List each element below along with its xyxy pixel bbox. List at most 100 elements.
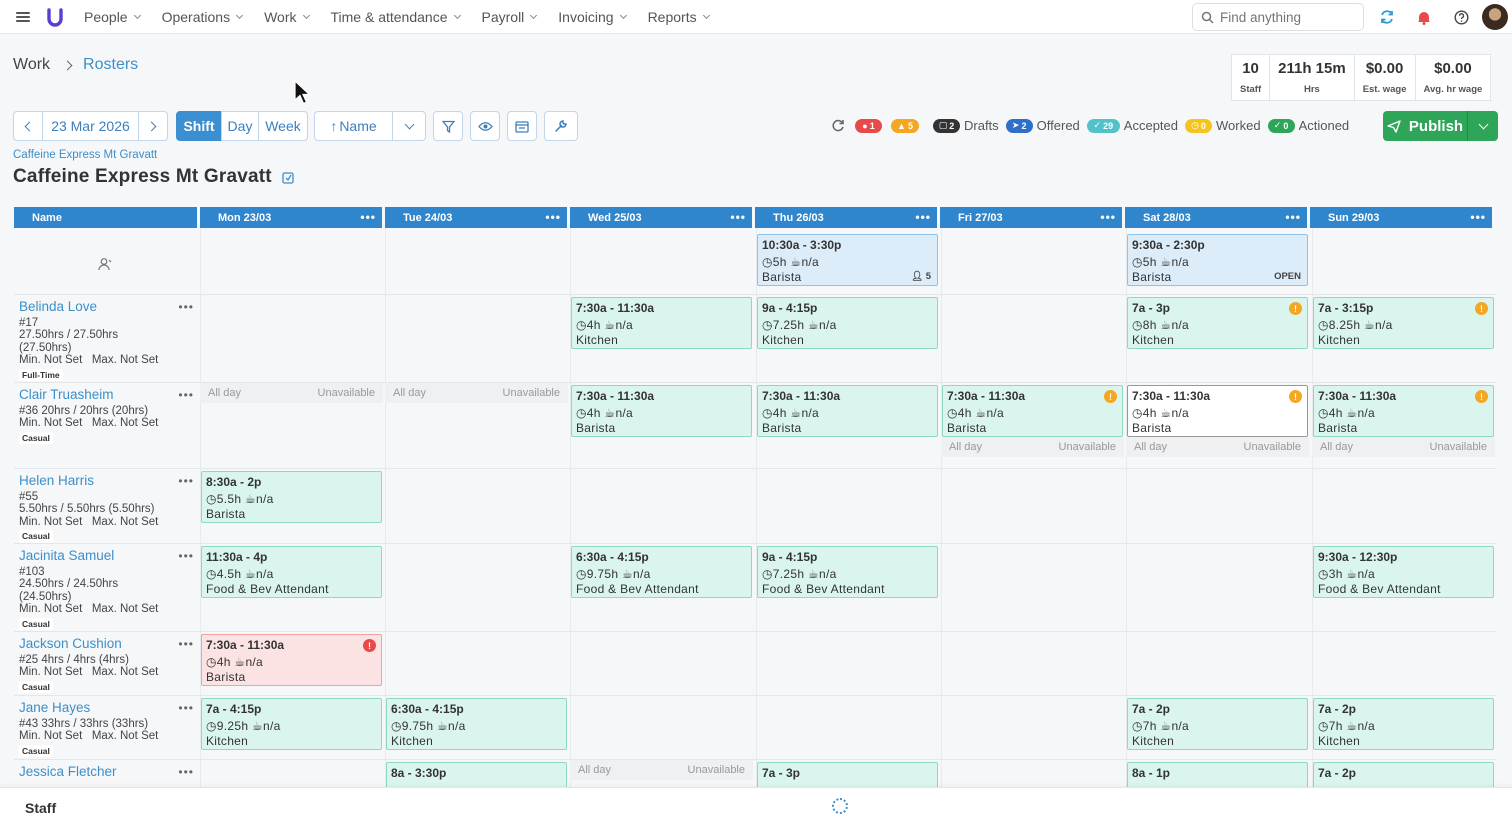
day-cell[interactable]	[200, 760, 383, 799]
more-options-icon[interactable]: •••	[178, 300, 194, 314]
employee-name-link[interactable]: Jessica Fletcher	[19, 764, 117, 779]
more-options-icon[interactable]: •••	[545, 210, 561, 224]
day-cell[interactable]	[570, 696, 753, 759]
more-options-icon[interactable]: •••	[1100, 210, 1116, 224]
more-options-icon[interactable]: •••	[178, 549, 194, 563]
app-logo[interactable]	[46, 7, 64, 27]
employee-name-link[interactable]: Jane Hayes	[19, 700, 91, 715]
filter-button[interactable]	[433, 111, 463, 141]
day-cell[interactable]	[200, 544, 383, 631]
more-options-icon[interactable]: •••	[178, 388, 194, 402]
day-cell[interactable]	[941, 544, 1124, 631]
open-shift-card[interactable]: 10:30a - 3:30p ◷5h ☕︎n/a Barista 👤︎ 5	[757, 234, 938, 286]
more-options-icon[interactable]: •••	[178, 637, 194, 651]
actioned-count-badge[interactable]: ✓ 0	[1267, 118, 1295, 133]
sync-icon[interactable]	[1378, 8, 1396, 26]
day-column-header[interactable]: Thu 26/03 •••	[755, 207, 937, 228]
day-cell[interactable]	[1312, 228, 1495, 294]
location-link[interactable]: Caffeine Express Mt Gravatt	[13, 149, 158, 161]
day-cell[interactable]	[756, 696, 939, 759]
breadcrumb-work[interactable]: Work	[13, 56, 51, 73]
day-cell[interactable]	[1126, 228, 1309, 294]
nav-reports[interactable]: Reports	[648, 9, 710, 25]
day-cell[interactable]	[941, 632, 1124, 695]
breadcrumb-rosters[interactable]: Rosters	[83, 56, 139, 73]
day-cell[interactable]	[1126, 383, 1309, 468]
sort-by-name-button[interactable]: ↑ Name	[314, 111, 393, 141]
employee-name-link[interactable]: Belinda Love	[19, 299, 98, 314]
shift-card[interactable]: 9a - 4:15p ◷7.25h ☕︎n/a Food & Bev Attenda…	[757, 546, 938, 598]
more-options-icon[interactable]: •••	[730, 210, 746, 224]
unavailability-block[interactable]: All day Unavailable	[941, 437, 1124, 457]
day-cell[interactable]	[570, 469, 753, 543]
date-picker-button[interactable]: 23 Mar 2026	[42, 111, 139, 141]
day-cell[interactable]	[756, 760, 939, 799]
day-cell[interactable]	[1312, 383, 1495, 468]
shift-card[interactable]: 8:30a - 2p ◷5.5h ☕︎n/a Barista	[201, 471, 382, 523]
day-cell[interactable]	[941, 383, 1124, 468]
day-column-header[interactable]: Sat 28/03 •••	[1125, 207, 1307, 228]
day-cell[interactable]	[570, 295, 753, 382]
open-shift-card[interactable]: 9:30a - 2:30p ◷5h ☕︎n/a Barista OPEN	[1127, 234, 1308, 286]
refresh-icon[interactable]	[831, 119, 845, 133]
day-column-header[interactable]: Tue 24/03 •••	[385, 207, 567, 228]
shift-card[interactable]: 7a - 3p ◷8h ☕︎n/a Kitchen!	[1127, 297, 1308, 349]
day-cell[interactable]	[1126, 469, 1309, 543]
unavailability-block[interactable]: All day Unavailable	[570, 760, 753, 780]
day-cell[interactable]	[385, 295, 568, 382]
actioned-label[interactable]: Actioned	[1298, 118, 1350, 133]
warning-icon[interactable]: !	[1475, 390, 1488, 403]
worked-count-badge[interactable]: ◷ 0	[1185, 118, 1212, 133]
nav-payroll[interactable]: Payroll	[482, 9, 538, 25]
day-cell[interactable]	[570, 383, 753, 468]
day-cell[interactable]	[1312, 469, 1495, 543]
day-column-header[interactable]: Sun 29/03 •••	[1310, 207, 1492, 228]
day-cell[interactable]	[1312, 544, 1495, 631]
day-cell[interactable]	[385, 383, 568, 468]
shift-card[interactable]: 7:30a - 11:30a ◷4h ☕︎n/a Barista!	[1313, 385, 1494, 437]
calendar-action-button[interactable]	[507, 111, 537, 141]
nav-work[interactable]: Work	[264, 9, 310, 25]
shift-card[interactable]: 7:30a - 11:30a ◷4h ☕︎n/a Kitchen	[571, 297, 752, 349]
more-options-icon[interactable]: •••	[178, 474, 194, 488]
unavailability-block[interactable]: All day Unavailable	[385, 383, 568, 403]
shift-card[interactable]: 7:30a - 11:30a ◷4h ☕︎n/a Barista	[571, 385, 752, 437]
shift-card[interactable]: 6:30a - 4:15p ◷9.75h ☕︎n/a Kitchen	[386, 698, 567, 750]
shift-card[interactable]: 11:30a - 4p ◷4.5h ☕︎n/a Food & Bev Attenda…	[201, 546, 382, 598]
day-cell[interactable]	[200, 469, 383, 543]
day-cell[interactable]	[941, 760, 1124, 799]
external-link-icon[interactable]	[282, 171, 294, 184]
accepted-label[interactable]: Accepted	[1123, 118, 1178, 133]
day-cell[interactable]	[756, 295, 939, 382]
unavailability-block[interactable]: All day Unavailable	[1312, 437, 1495, 457]
day-cell[interactable]	[570, 632, 753, 695]
day-cell[interactable]	[200, 383, 383, 468]
day-cell[interactable]	[385, 544, 568, 631]
offered-label[interactable]: Offered	[1036, 118, 1080, 133]
day-cell[interactable]	[200, 696, 383, 759]
day-cell[interactable]	[570, 544, 753, 631]
day-cell[interactable]	[1312, 696, 1495, 759]
day-cell[interactable]	[385, 760, 568, 799]
employee-name-link[interactable]: Jacinita Samuel	[19, 548, 115, 563]
prev-date-button[interactable]	[13, 111, 43, 141]
shift-card[interactable]: 7:30a - 11:30a ◷4h ☕︎n/a Barista!	[1127, 385, 1308, 437]
sort-dropdown-button[interactable]	[392, 111, 426, 141]
publish-options-button[interactable]	[1468, 119, 1498, 129]
error-icon[interactable]: !	[363, 639, 376, 652]
day-cell[interactable]	[756, 544, 939, 631]
user-avatar[interactable]	[1482, 4, 1508, 30]
worked-label[interactable]: Worked	[1216, 118, 1261, 133]
next-date-button[interactable]	[138, 111, 168, 141]
name-column-header[interactable]: Name	[14, 207, 197, 228]
shift-card[interactable]: 7a - 2p ◷7h ☕︎n/a Kitchen	[1127, 698, 1308, 750]
day-cell[interactable]	[1126, 760, 1309, 799]
unavailability-block[interactable]: All day Unavailable	[200, 383, 383, 403]
more-options-icon[interactable]: •••	[360, 210, 376, 224]
more-options-icon[interactable]: •••	[178, 701, 194, 715]
day-cell[interactable]	[200, 295, 383, 382]
day-cell[interactable]	[941, 469, 1124, 543]
nav-operations[interactable]: Operations	[162, 9, 244, 25]
nav-invoicing[interactable]: Invoicing	[558, 9, 627, 25]
drafts-count-badge[interactable]: ▢ 2	[933, 118, 960, 133]
